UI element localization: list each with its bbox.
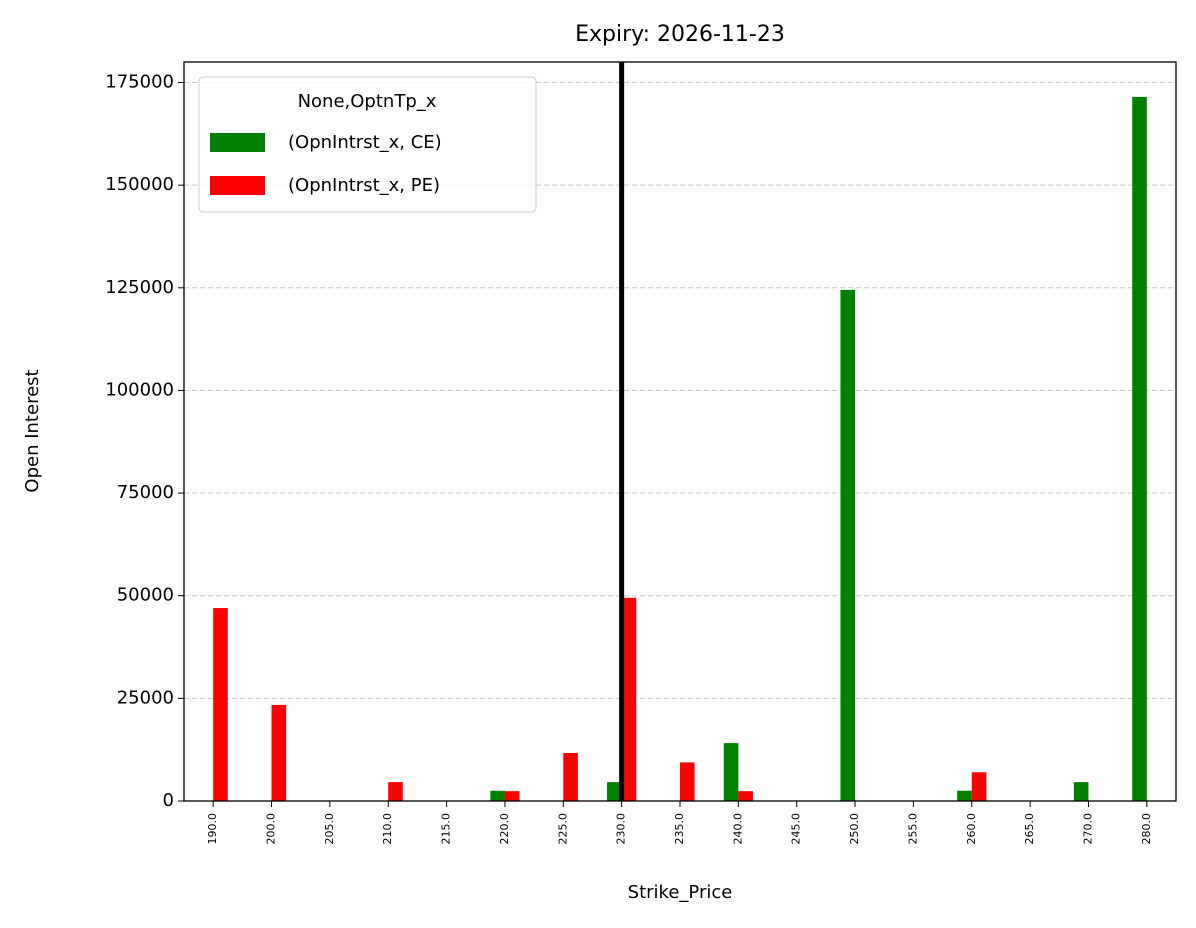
x-tick-label: 240.0 bbox=[731, 813, 744, 845]
bar bbox=[1073, 782, 1089, 801]
y-tick-label: 25000 bbox=[117, 687, 174, 708]
x-axis-label: Strike_Price bbox=[628, 882, 733, 903]
x-tick-label: 255.0 bbox=[906, 813, 919, 845]
legend-swatch bbox=[210, 176, 265, 195]
bar bbox=[723, 743, 739, 801]
y-tick-label: 125000 bbox=[105, 277, 174, 298]
bar bbox=[213, 608, 228, 801]
bar bbox=[1132, 96, 1147, 802]
x-tick-label: 280.0 bbox=[1140, 813, 1153, 845]
y-tick-label: 0 bbox=[163, 790, 174, 811]
x-tick-label: 225.0 bbox=[556, 813, 569, 845]
bar bbox=[840, 289, 856, 801]
bar bbox=[504, 791, 520, 801]
legend-label: (OpnIntrst_x, CE) bbox=[288, 132, 442, 153]
bar bbox=[607, 782, 622, 801]
x-tick-label: 215.0 bbox=[440, 813, 453, 845]
x-tick-label: 210.0 bbox=[381, 813, 394, 845]
legend-title: None,OptnTp_x bbox=[298, 91, 437, 112]
x-tick-label: 205.0 bbox=[323, 813, 336, 845]
plot-frame bbox=[183, 61, 1177, 802]
y-axis-label: Open Interest bbox=[22, 369, 43, 492]
bar bbox=[490, 790, 505, 801]
y-tick-label: 150000 bbox=[105, 174, 174, 195]
bar bbox=[271, 704, 287, 801]
legend-box bbox=[198, 76, 537, 213]
bar bbox=[621, 597, 637, 801]
x-tick-label: 245.0 bbox=[790, 813, 803, 845]
y-tick-label: 100000 bbox=[105, 379, 174, 400]
x-tick-label: 200.0 bbox=[265, 813, 278, 845]
bar bbox=[957, 790, 972, 801]
y-tick-label: 50000 bbox=[117, 585, 174, 606]
x-tick-label: 250.0 bbox=[848, 813, 861, 845]
x-tick-label: 190.0 bbox=[206, 813, 219, 845]
legend-label: (OpnIntrst_x, PE) bbox=[288, 175, 440, 196]
bar bbox=[563, 752, 578, 801]
bar bbox=[971, 772, 987, 801]
legend-swatch bbox=[210, 133, 265, 152]
x-tick-label: 270.0 bbox=[1081, 813, 1094, 845]
bar bbox=[680, 762, 695, 801]
x-tick-label: 235.0 bbox=[673, 813, 686, 845]
y-tick-label: 175000 bbox=[105, 72, 174, 93]
y-tick-label: 75000 bbox=[117, 482, 174, 503]
x-tick-label: 220.0 bbox=[498, 813, 511, 845]
chart-title: Expiry: 2026-11-23 bbox=[575, 22, 785, 47]
x-tick-label: 265.0 bbox=[1023, 813, 1036, 845]
bar bbox=[388, 782, 403, 801]
x-tick-label: 230.0 bbox=[615, 813, 628, 845]
x-tick-label: 260.0 bbox=[965, 813, 978, 845]
bar bbox=[738, 791, 753, 801]
